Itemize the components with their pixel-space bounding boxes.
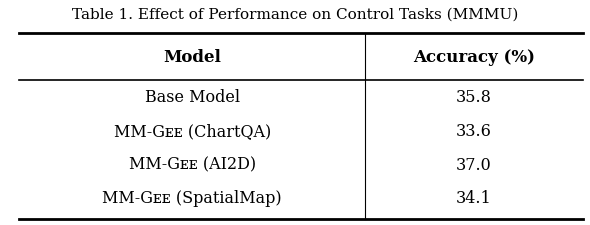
Text: Accuracy (%): Accuracy (%) bbox=[413, 48, 535, 65]
Text: 35.8: 35.8 bbox=[456, 89, 492, 106]
Text: 33.6: 33.6 bbox=[456, 122, 492, 139]
Text: Base Model: Base Model bbox=[145, 89, 240, 106]
Text: Table 1. Effect of Performance on Control Tasks (MMMU): Table 1. Effect of Performance on Contro… bbox=[72, 8, 518, 22]
Text: 34.1: 34.1 bbox=[456, 189, 492, 206]
Text: MM-Gᴇᴇ (ChartQA): MM-Gᴇᴇ (ChartQA) bbox=[114, 122, 271, 139]
Text: 37.0: 37.0 bbox=[456, 156, 492, 173]
Text: Model: Model bbox=[163, 48, 221, 65]
Text: MM-Gᴇᴇ (AI2D): MM-Gᴇᴇ (AI2D) bbox=[129, 156, 256, 173]
Text: MM-Gᴇᴇ (SpatialMap): MM-Gᴇᴇ (SpatialMap) bbox=[103, 189, 282, 206]
